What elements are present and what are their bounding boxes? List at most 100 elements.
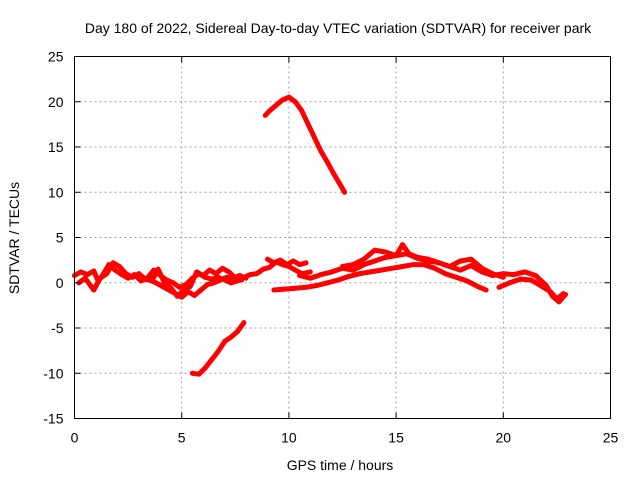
- data-point: [198, 287, 204, 293]
- series-line-arc-3: [147, 273, 249, 300]
- x-tick-label: 25: [603, 430, 619, 446]
- data-point: [209, 357, 215, 363]
- data-point: [325, 160, 330, 165]
- data-point: [464, 278, 470, 284]
- data-point: [500, 271, 506, 277]
- data-point: [271, 260, 277, 266]
- y-tick-label: 25: [48, 49, 64, 65]
- data-point: [170, 280, 176, 286]
- data-point: [166, 287, 172, 293]
- data-point: [209, 276, 215, 282]
- data-point: [194, 269, 200, 275]
- data-point: [185, 289, 191, 295]
- y-tick-label: -15: [43, 411, 63, 427]
- y-tick-label: 0: [56, 275, 64, 291]
- data-point: [290, 258, 296, 264]
- data-point: [117, 264, 122, 269]
- series-line-arc-5: [262, 94, 348, 195]
- data-point: [271, 287, 277, 293]
- data-point: [425, 256, 431, 262]
- data-point: [282, 286, 287, 292]
- data-point: [312, 135, 317, 141]
- data-point: [130, 274, 135, 280]
- data-point: [82, 275, 88, 281]
- data-point: [483, 287, 489, 293]
- data-point: [190, 370, 195, 376]
- data-point: [247, 272, 253, 277]
- data-point: [560, 291, 566, 296]
- data-point: [277, 257, 283, 263]
- data-point: [406, 251, 412, 257]
- data-point: [292, 267, 298, 273]
- x-tick-label: 10: [281, 430, 297, 446]
- data-point: [104, 271, 110, 277]
- data-point: [153, 280, 159, 286]
- data-point: [177, 284, 183, 290]
- data-point: [237, 273, 243, 278]
- data-point: [179, 294, 185, 300]
- data-point: [522, 269, 528, 275]
- data-point: [196, 371, 202, 377]
- data-point: [410, 262, 416, 267]
- data-point: [85, 272, 90, 277]
- data-point: [554, 296, 560, 302]
- data-point: [147, 277, 152, 283]
- x-axis-label: GPS time / hours: [287, 457, 394, 473]
- data-point: [284, 262, 290, 267]
- y-tick-label: 10: [48, 184, 64, 200]
- data-point: [224, 274, 230, 280]
- data-point: [91, 287, 97, 293]
- data-point: [202, 365, 208, 371]
- data-point: [507, 280, 513, 286]
- chart-title: Day 180 of 2022, Sidereal Day-to-day VTE…: [85, 20, 592, 36]
- data-point: [329, 269, 335, 275]
- data-point: [254, 271, 260, 277]
- data-point: [91, 268, 97, 274]
- data-point: [280, 97, 285, 103]
- data-point: [123, 271, 129, 277]
- y-tick-label: -5: [51, 320, 64, 336]
- data-point: [393, 253, 399, 258]
- data-point: [372, 247, 378, 253]
- data-point: [226, 269, 232, 275]
- data-point: [331, 171, 337, 177]
- data-point: [162, 280, 167, 286]
- data-point: [421, 262, 427, 267]
- data-point: [228, 334, 234, 340]
- data-point: [357, 271, 363, 277]
- grid-layer: [74, 56, 611, 419]
- data-point: [112, 267, 118, 273]
- x-tick-label: 20: [496, 430, 512, 446]
- data-point: [490, 273, 495, 278]
- data-point: [213, 271, 219, 277]
- data-point: [142, 276, 148, 282]
- data-point: [436, 260, 442, 266]
- data-point: [273, 103, 279, 108]
- data-point: [192, 293, 198, 298]
- data-point: [155, 266, 161, 272]
- data-point: [496, 284, 502, 290]
- data-point: [241, 320, 247, 325]
- data-point: [511, 272, 517, 277]
- y-tick-label: 20: [48, 94, 64, 110]
- data-point: [383, 249, 388, 255]
- data-point: [172, 291, 178, 296]
- data-point: [378, 267, 384, 273]
- data-point: [400, 242, 405, 248]
- data-point: [160, 284, 165, 289]
- data-point: [97, 275, 103, 281]
- data-point: [305, 122, 311, 127]
- y-tick-label: 15: [48, 139, 64, 155]
- data-point: [314, 283, 320, 288]
- data-point: [220, 265, 225, 271]
- data-point: [292, 285, 298, 291]
- data-point: [211, 280, 217, 286]
- data-point: [222, 339, 228, 344]
- x-tick-label: 0: [71, 430, 79, 446]
- data-point: [447, 264, 453, 269]
- data-point: [243, 275, 249, 281]
- data-point: [400, 264, 405, 269]
- data-point: [335, 277, 341, 283]
- data-point: [458, 258, 463, 264]
